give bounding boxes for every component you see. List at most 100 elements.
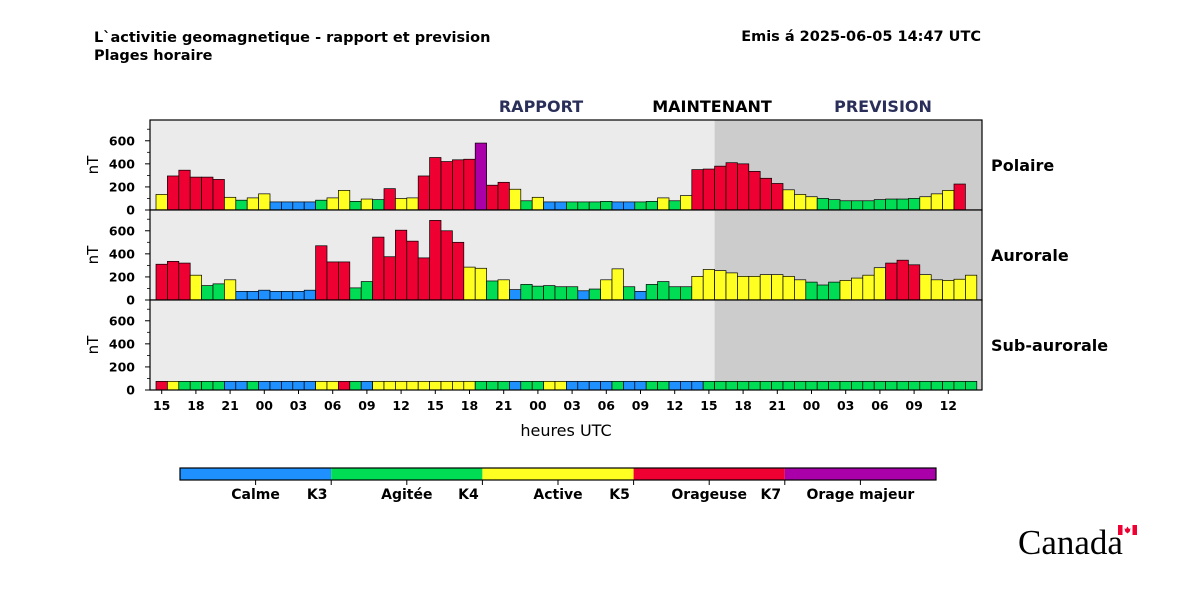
bar bbox=[566, 201, 579, 211]
bar bbox=[794, 380, 807, 391]
x-tick-label: 15 bbox=[700, 398, 717, 413]
bar bbox=[577, 290, 590, 301]
bar bbox=[680, 380, 693, 391]
y-tick-label: 200 bbox=[109, 359, 135, 374]
bar bbox=[520, 380, 533, 391]
bar bbox=[178, 169, 191, 211]
x-tick-label: 03 bbox=[563, 398, 580, 413]
panel-sub-aurorale: 0 200 400 600 nT Sub-aurorale bbox=[84, 299, 1108, 398]
bar bbox=[691, 380, 704, 391]
bar bbox=[771, 380, 784, 391]
title-line-1: L`activitie geomagnetique - rapport et p… bbox=[94, 30, 491, 46]
bar bbox=[395, 229, 408, 301]
x-tick-label: 00 bbox=[803, 398, 821, 413]
x-tick-label: 21 bbox=[769, 398, 786, 413]
bar bbox=[452, 159, 465, 211]
bar bbox=[566, 286, 579, 301]
bar bbox=[520, 200, 533, 211]
bar bbox=[440, 161, 453, 211]
legend-threshold-label: K5 bbox=[609, 487, 630, 503]
bar bbox=[862, 274, 875, 301]
bar bbox=[292, 201, 305, 211]
bar bbox=[930, 279, 943, 301]
bar bbox=[577, 201, 590, 211]
bar bbox=[771, 183, 784, 211]
bar bbox=[189, 176, 202, 211]
bar bbox=[737, 275, 750, 301]
bar bbox=[224, 279, 237, 301]
bar bbox=[554, 286, 567, 301]
bar bbox=[953, 380, 966, 391]
bar bbox=[338, 190, 351, 211]
bar bbox=[235, 380, 248, 391]
bar bbox=[611, 268, 624, 301]
legend-category-label: Calme bbox=[231, 487, 280, 503]
section-label-forecast: PREVISION bbox=[834, 97, 932, 116]
bar bbox=[486, 280, 499, 301]
bar bbox=[588, 201, 601, 211]
bar bbox=[782, 189, 795, 211]
bar bbox=[942, 280, 955, 301]
bar bbox=[645, 284, 658, 301]
bar bbox=[509, 289, 522, 301]
x-tick-label: 15 bbox=[153, 398, 170, 413]
bar bbox=[258, 193, 271, 211]
forecast-background bbox=[714, 300, 982, 390]
bar bbox=[794, 279, 807, 301]
panel-name: Aurorale bbox=[991, 246, 1069, 265]
bar bbox=[885, 198, 898, 211]
bar bbox=[668, 200, 681, 211]
bar bbox=[816, 380, 829, 391]
bar bbox=[303, 201, 316, 211]
bar bbox=[828, 281, 841, 301]
x-axis: 15 18 21 00 03 06 09 12 15 18 21 00 03 06 09 12 15 18 21 00… bbox=[153, 390, 957, 413]
bar bbox=[372, 236, 385, 301]
bar bbox=[189, 380, 202, 391]
bar bbox=[292, 380, 305, 391]
bar bbox=[611, 380, 624, 391]
y-tick-label: 600 bbox=[109, 133, 135, 148]
bar bbox=[657, 380, 670, 391]
bar bbox=[429, 380, 442, 391]
bar bbox=[862, 200, 875, 211]
legend: Calme Agitée Active Orageuse Orage majeur K3 K… bbox=[179, 467, 937, 503]
bar bbox=[235, 199, 248, 211]
bar bbox=[691, 275, 704, 301]
bar bbox=[691, 169, 704, 211]
bar bbox=[862, 380, 875, 391]
bar bbox=[246, 197, 259, 211]
bar bbox=[417, 380, 430, 391]
bar bbox=[759, 177, 772, 211]
bar bbox=[224, 196, 237, 211]
bar bbox=[474, 267, 487, 301]
bar bbox=[634, 290, 647, 301]
x-tick-label: 06 bbox=[324, 398, 342, 413]
bar bbox=[406, 380, 419, 391]
bar bbox=[816, 284, 829, 301]
bar bbox=[178, 380, 191, 391]
x-tick-label: 12 bbox=[392, 398, 409, 413]
y-tick-label: 600 bbox=[109, 223, 135, 238]
x-tick-label: 18 bbox=[461, 398, 478, 413]
bar bbox=[417, 175, 430, 211]
bar bbox=[531, 380, 544, 391]
bar bbox=[851, 200, 864, 211]
bar bbox=[372, 380, 385, 391]
bar bbox=[714, 380, 727, 391]
y-axis-label: nT bbox=[84, 335, 102, 355]
bar bbox=[452, 380, 465, 391]
bar bbox=[269, 380, 282, 391]
bar bbox=[645, 200, 658, 211]
report-background bbox=[150, 300, 715, 390]
chart-title: L`activitie geomagnetique - rapport et p… bbox=[94, 29, 490, 65]
legend-threshold-label: K4 bbox=[458, 487, 479, 503]
bar bbox=[623, 380, 636, 391]
bar bbox=[167, 380, 180, 391]
bar bbox=[155, 194, 168, 211]
bar bbox=[725, 162, 738, 211]
y-tick-label: 400 bbox=[109, 246, 135, 261]
bar bbox=[668, 380, 681, 391]
bar bbox=[600, 279, 613, 301]
bar bbox=[634, 380, 647, 391]
